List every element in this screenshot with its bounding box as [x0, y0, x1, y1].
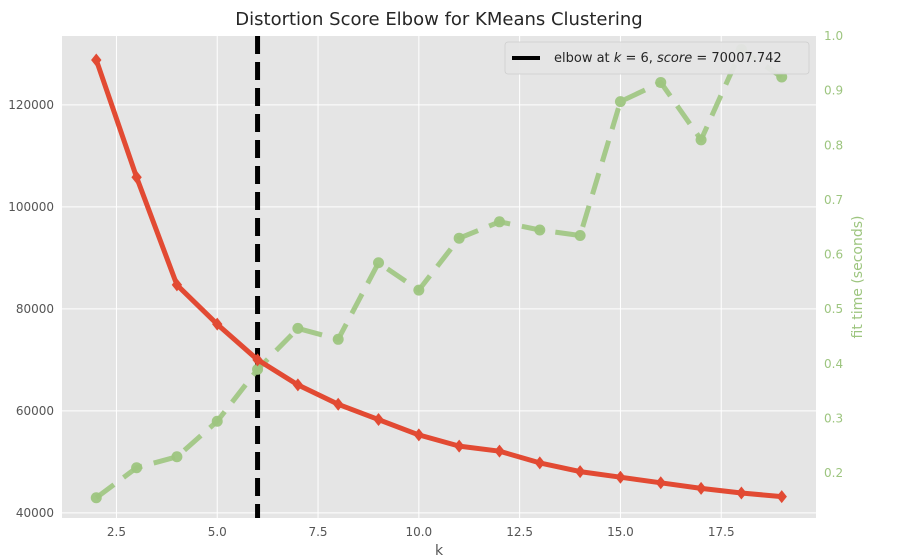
y-tick-label: 60000 [16, 404, 54, 418]
x-tick-label: 2.5 [107, 525, 126, 539]
x-tick-label: 12.5 [506, 525, 533, 539]
legend-prefix: elbow at [554, 51, 614, 66]
distortion-line [93, 59, 782, 500]
grid-lines [62, 36, 816, 518]
fit-time-point [695, 134, 707, 146]
y2-tick-label: 1.0 [824, 29, 843, 43]
y2-tick-label: 0.3 [824, 412, 843, 426]
y-tick-label: 40000 [16, 506, 54, 520]
y-tick-label: 80000 [16, 302, 54, 316]
legend-k-var: k [614, 51, 622, 66]
chart-title: Distortion Score Elbow for KMeans Cluste… [235, 9, 642, 30]
distortion-point [171, 278, 183, 292]
distortion-series [91, 53, 787, 504]
distortion-point [534, 456, 546, 470]
legend-box [504, 41, 810, 75]
distortion-point [655, 476, 666, 490]
x-tick-label: 15.0 [607, 525, 634, 539]
fit-time-point [332, 333, 344, 345]
distortion-point [91, 53, 102, 67]
legend-score-value: = 70007.742 [692, 51, 781, 66]
distortion-point [776, 490, 787, 504]
fit-time-point [534, 224, 546, 236]
legend-score-var: score [657, 51, 692, 66]
fit-time-point [655, 76, 667, 88]
distortion-point [453, 439, 465, 453]
y-tick-label: 120000 [8, 98, 54, 112]
y2-tick-label: 0.9 [824, 84, 843, 98]
distortion-point [212, 317, 223, 331]
y2-tick-label: 0.7 [824, 193, 843, 207]
fit-time-point [292, 322, 304, 334]
fit-time-point [493, 216, 505, 228]
y-tick-label: 100000 [8, 200, 54, 214]
legend: elbow at k = 6, score = 70007.742 [504, 41, 810, 75]
fit-time-point [614, 96, 626, 108]
tick-labels: 2.5 5.0 7.5 10.0 12.5 15.0 17.5 40000 60000 80000… [8, 29, 843, 539]
fit-time-point [574, 229, 586, 241]
x-tick-label: 5.0 [208, 525, 227, 539]
fit-time-line [94, 47, 784, 500]
fit-time-point [373, 257, 385, 269]
distortion-point [615, 470, 626, 484]
fit-time-point [453, 232, 465, 244]
y2-tick-label: 0.5 [824, 302, 843, 316]
distortion-point [292, 378, 304, 392]
x-tick-label: 10.0 [405, 525, 432, 539]
fit-time-point [413, 284, 425, 296]
fit-time-point [90, 492, 102, 504]
x-tick-label: 17.5 [708, 525, 735, 539]
distortion-point [695, 481, 707, 495]
y2-tick-label: 0.8 [824, 138, 843, 152]
distortion-point [736, 486, 747, 500]
y2-tick-label: 0.6 [824, 248, 843, 262]
fit-time-point [211, 415, 223, 427]
distortion-point [494, 444, 505, 458]
plot-background [62, 36, 816, 518]
y2-tick-label: 0.2 [824, 466, 843, 480]
legend-elbow-label: elbow at k = 6, score = 70007.742 [554, 51, 782, 66]
distortion-point [252, 353, 263, 367]
fit-time-point [171, 451, 183, 463]
legend-k-value: = 6, [621, 51, 657, 66]
fit-time-point [252, 363, 264, 375]
x-axis-label: k [435, 543, 444, 559]
distortion-point [131, 170, 142, 184]
x-tick-label: 7.5 [308, 525, 327, 539]
distortion-point [574, 465, 586, 479]
distortion-point [332, 397, 344, 411]
distortion-point [373, 413, 384, 427]
fit-time-point [131, 462, 143, 474]
y2-axis-label: fit time (seconds) [850, 216, 866, 339]
y2-tick-label: 0.4 [824, 357, 843, 371]
distortion-point [413, 428, 425, 442]
